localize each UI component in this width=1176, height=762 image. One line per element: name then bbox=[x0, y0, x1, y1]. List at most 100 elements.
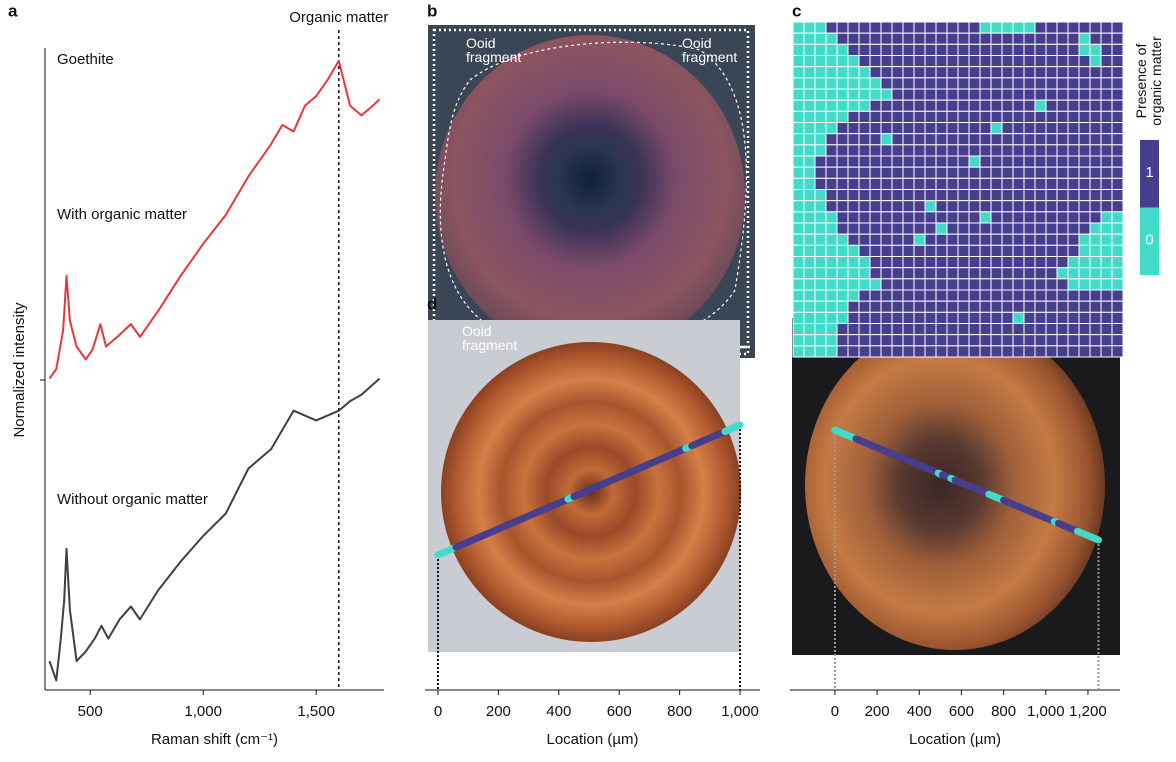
cell bbox=[869, 289, 882, 302]
cell bbox=[1012, 289, 1025, 302]
cell bbox=[946, 122, 959, 135]
cell bbox=[803, 211, 816, 224]
cell bbox=[990, 99, 1003, 112]
cell bbox=[1023, 43, 1036, 56]
cell bbox=[858, 278, 871, 291]
cell bbox=[924, 256, 937, 269]
cell bbox=[990, 311, 1003, 325]
cell bbox=[968, 177, 981, 190]
cell bbox=[990, 267, 1003, 280]
cell bbox=[814, 323, 827, 336]
cell bbox=[968, 144, 981, 157]
cell bbox=[847, 43, 860, 56]
cell bbox=[913, 211, 926, 224]
cell bbox=[902, 32, 915, 45]
cell bbox=[847, 77, 860, 90]
cell bbox=[1067, 21, 1080, 34]
cell bbox=[1089, 278, 1102, 291]
cell bbox=[1056, 311, 1069, 325]
cell bbox=[935, 43, 948, 56]
x-tick-label: 200 bbox=[486, 703, 511, 720]
cell bbox=[957, 256, 970, 269]
cell bbox=[792, 244, 805, 257]
cell bbox=[968, 155, 981, 168]
cell bbox=[946, 345, 959, 358]
cell bbox=[968, 278, 981, 291]
cell bbox=[913, 144, 926, 157]
cell bbox=[1001, 300, 1014, 313]
cell bbox=[990, 66, 1003, 79]
cell bbox=[847, 166, 860, 179]
cell bbox=[1089, 311, 1102, 325]
cell bbox=[979, 211, 992, 224]
cell bbox=[825, 189, 838, 202]
cell bbox=[1067, 233, 1080, 246]
cell bbox=[1078, 177, 1091, 190]
cell bbox=[1111, 55, 1124, 68]
cell bbox=[847, 323, 860, 336]
cell bbox=[825, 99, 838, 112]
cell bbox=[968, 244, 981, 257]
cell bbox=[1067, 200, 1080, 213]
cell bbox=[869, 211, 882, 224]
cell bbox=[979, 21, 992, 34]
cell bbox=[858, 345, 871, 358]
cell bbox=[891, 211, 904, 224]
cell bbox=[869, 155, 882, 168]
cell bbox=[1034, 32, 1047, 45]
cell bbox=[1045, 200, 1058, 213]
cell bbox=[836, 289, 849, 302]
cell bbox=[1078, 122, 1091, 135]
cell bbox=[1034, 256, 1047, 269]
cell bbox=[1012, 256, 1025, 269]
cell bbox=[803, 334, 816, 347]
cell bbox=[1100, 43, 1113, 56]
cell bbox=[1034, 267, 1047, 280]
cell bbox=[1023, 99, 1036, 112]
cell bbox=[891, 300, 904, 313]
cell bbox=[1111, 122, 1124, 135]
cell bbox=[1100, 345, 1113, 358]
cell bbox=[1034, 334, 1047, 347]
cell bbox=[1100, 323, 1113, 336]
cell bbox=[1034, 278, 1047, 291]
cell bbox=[990, 133, 1003, 146]
cell bbox=[836, 222, 849, 235]
x-tick-label: 800 bbox=[991, 703, 1016, 720]
cell bbox=[1100, 110, 1113, 124]
cell bbox=[913, 166, 926, 179]
cell bbox=[946, 144, 959, 157]
cell bbox=[803, 256, 816, 269]
cell bbox=[1089, 244, 1102, 257]
cell bbox=[968, 66, 981, 79]
cell bbox=[858, 43, 871, 56]
cell bbox=[1089, 43, 1102, 56]
cell bbox=[924, 345, 937, 358]
cell bbox=[869, 66, 882, 79]
cell bbox=[946, 166, 959, 179]
cell bbox=[935, 289, 948, 302]
cell bbox=[946, 233, 959, 246]
cell bbox=[858, 200, 871, 213]
cell bbox=[1100, 55, 1113, 68]
cell bbox=[1012, 55, 1025, 68]
cell bbox=[803, 166, 816, 179]
panel-letter: c bbox=[792, 1, 801, 20]
colorbar-swatch bbox=[1140, 140, 1159, 208]
cell bbox=[792, 177, 805, 190]
cell bbox=[1078, 278, 1091, 291]
x-tick-label: 1,200 bbox=[1069, 703, 1107, 720]
cell bbox=[792, 88, 805, 101]
cell bbox=[935, 244, 948, 257]
cell bbox=[1056, 55, 1069, 68]
cell bbox=[1111, 244, 1124, 257]
cell bbox=[968, 43, 981, 56]
cell bbox=[924, 144, 937, 157]
cell bbox=[1056, 77, 1069, 90]
cell bbox=[869, 256, 882, 269]
cell bbox=[836, 88, 849, 101]
cell bbox=[1111, 88, 1124, 101]
cell bbox=[1067, 110, 1080, 124]
cell bbox=[803, 177, 816, 190]
cell bbox=[946, 66, 959, 79]
